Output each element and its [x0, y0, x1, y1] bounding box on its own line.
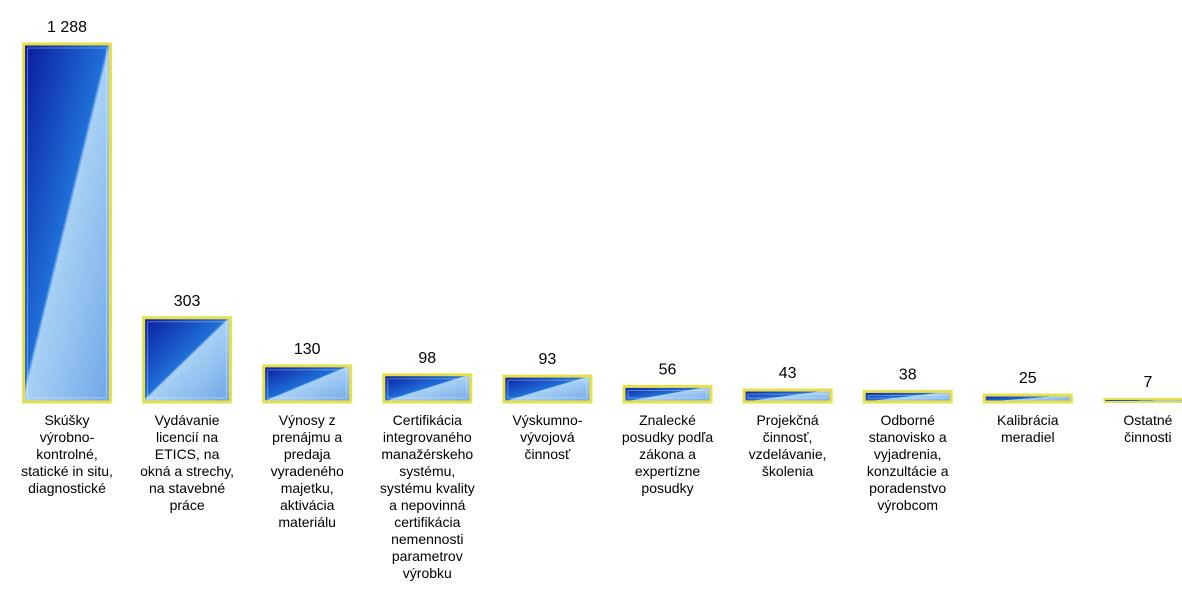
category-label-line: poradenstvo: [869, 480, 946, 496]
category-label-line: Znalecké: [639, 412, 696, 428]
category-label-7: Projekčná činnosť, vzdelávanie, školenia: [749, 412, 827, 479]
category-label-line: Odborné: [880, 412, 935, 428]
category-label-line: materiálu: [278, 514, 336, 530]
category-label-line: Vydávanie: [155, 412, 220, 428]
category-label-line: vzdelávanie,: [749, 446, 827, 462]
bar-bevel-2: [147, 321, 228, 399]
category-label-3: Výnosy z prenájmu a predaja vyradeného majet…: [271, 412, 344, 530]
value-labels-group: 1 288 303 130 98 93 56 43 38 25 7: [47, 19, 1152, 391]
bar-2: [142, 316, 233, 404]
category-label-1: Skúšky výrobno-kontrolné, statické in situ…: [21, 412, 113, 496]
bar-bevel-6: [627, 389, 708, 399]
category-label-line: Kalibrácia: [997, 412, 1059, 428]
bar-1: [22, 42, 112, 404]
value-label-5: 93: [539, 351, 557, 368]
value-label-10: 7: [1143, 374, 1152, 391]
category-label-line: Výskumno-: [512, 412, 582, 428]
category-label-line: expertízne: [635, 463, 701, 479]
bar-7: [742, 388, 833, 404]
value-label-2: 303: [174, 293, 201, 310]
category-label-line: statické in situ,: [21, 463, 113, 479]
category-label-line: manažérskeho: [381, 446, 473, 462]
category-label-line: kontrolné,: [36, 446, 97, 462]
category-label-line: výrobcom: [877, 497, 938, 513]
bar-bevel-8: [867, 394, 948, 399]
value-label-3: 130: [294, 341, 321, 358]
category-label-8: Odborné stanovisko a vyjadrenia, konzultáci…: [867, 412, 949, 513]
category-label-line: nemennosti: [391, 531, 463, 547]
category-label-line: prenájmu a: [272, 429, 342, 445]
category-label-line: Certifikácia: [393, 412, 462, 428]
bar-bevel-4: [387, 378, 468, 399]
value-label-6: 56: [659, 361, 677, 378]
category-label-line: činnosti: [1124, 429, 1171, 445]
value-label-1: 1 288: [47, 19, 87, 36]
category-label-line: činnosť,: [763, 429, 813, 445]
category-label-line: stanovisko a: [869, 429, 947, 445]
bar-8: [862, 389, 953, 404]
category-label-line: parametrov: [392, 548, 463, 564]
category-label-line: vývojová: [520, 429, 575, 445]
category-label-line: systému kvality: [380, 480, 475, 496]
bar-3: [262, 364, 353, 404]
category-label-line: výrobku: [403, 565, 452, 581]
category-label-line: integrovaného: [383, 429, 472, 445]
bar-10: [1103, 398, 1182, 403]
category-label-line: predaja: [284, 446, 331, 462]
category-labels-group: Skúšky výrobno-kontrolné, statické in situ…: [21, 412, 1173, 581]
category-label-line: školenia: [762, 463, 814, 479]
category-label-2: Vydávanie licencií na ETICS, na okná a stre…: [140, 412, 234, 513]
category-label-line: zákona a: [639, 446, 696, 462]
bar-bevel-5: [507, 379, 588, 399]
category-label-line: práce: [170, 497, 205, 513]
category-label-line: certifikácia: [394, 514, 460, 530]
bar-bevel-3: [267, 369, 348, 399]
category-label-line: na stavebné: [149, 480, 225, 496]
value-label-7: 43: [779, 365, 797, 382]
category-label-line: Výnosy z: [279, 412, 336, 428]
category-label-line: výrobno-: [40, 429, 95, 445]
category-label-line: diagnostické: [28, 480, 106, 496]
category-label-line: Skúšky: [44, 412, 89, 428]
category-label-line: Projekčná: [756, 412, 818, 428]
category-label-4: Certifikácia integrovaného manažérskeho sys…: [380, 412, 475, 581]
bars-group: [22, 42, 1182, 404]
category-label-line: majetku,: [281, 480, 334, 496]
category-label-line: ETICS, na: [155, 446, 220, 462]
category-label-line: a nepovinná: [389, 497, 466, 513]
category-label-line: okná a strechy,: [140, 463, 234, 479]
bar-5: [502, 374, 593, 404]
category-label-line: posudky: [641, 480, 693, 496]
value-label-8: 38: [899, 366, 917, 383]
category-label-line: konzultácie a: [867, 463, 949, 479]
bar-bevel-1: [27, 47, 107, 399]
category-label-5: Výskumno-vývojová činnosť: [512, 412, 582, 462]
bar-4: [382, 373, 473, 404]
category-label-line: posudky podľa: [622, 429, 713, 445]
category-label-line: Ostatné: [1123, 412, 1172, 428]
category-label-line: systému,: [399, 463, 455, 479]
bar-9: [982, 393, 1073, 404]
category-label-10: Ostatné činnosti: [1123, 412, 1172, 445]
category-label-line: aktivácia: [280, 497, 335, 513]
bar-bevel-7: [747, 393, 828, 399]
category-label-line: vyradeného: [271, 463, 344, 479]
value-label-4: 98: [418, 350, 436, 367]
category-label-line: vyjadrenia,: [874, 446, 942, 462]
category-label-9: Kalibrácia meradiel: [997, 412, 1059, 445]
category-label-line: meradiel: [1001, 429, 1055, 445]
category-label-line: licencií na: [156, 429, 218, 445]
bar-6: [622, 384, 713, 404]
category-label-6: Znalecké posudky podľa zákona a expertízne p…: [622, 412, 713, 496]
category-label-line: činnosť: [525, 446, 571, 462]
value-label-9: 25: [1019, 370, 1037, 387]
